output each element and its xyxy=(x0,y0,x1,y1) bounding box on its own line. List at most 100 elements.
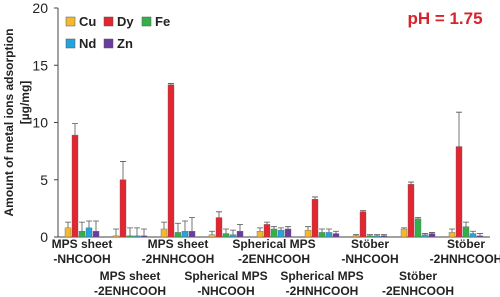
annotation: pH = 1.75 xyxy=(407,9,482,28)
legend-label: Dy xyxy=(117,14,134,29)
bar xyxy=(119,179,127,238)
error-bar xyxy=(271,226,277,229)
error-bar xyxy=(360,210,366,212)
bar xyxy=(476,235,484,238)
y-tick-label: 15 xyxy=(32,57,48,73)
error-bar xyxy=(408,181,414,185)
error-bar xyxy=(79,221,85,232)
x-tick-label: Spherical MPS -2ENHCOOH xyxy=(232,237,315,266)
y-tick-label: 0 xyxy=(40,229,48,245)
bar xyxy=(215,217,223,238)
error-bar xyxy=(182,220,188,232)
error-bar xyxy=(285,226,291,229)
error-bar xyxy=(456,111,462,147)
x-tick-label: MPS sheet -2ENHCOOH xyxy=(94,269,166,297)
legend-label: Nd xyxy=(79,36,96,51)
bar xyxy=(373,235,381,238)
bar xyxy=(64,227,72,238)
error-bar xyxy=(127,227,133,236)
error-bar xyxy=(312,196,318,200)
legend-swatch xyxy=(65,38,76,49)
x-tick-label: Stöber -2ENHCOOH xyxy=(382,269,454,297)
bar xyxy=(400,228,408,238)
bar xyxy=(263,224,271,238)
error-bar xyxy=(209,230,215,235)
x-tick-label-line: -2HNHCOOH xyxy=(142,252,215,266)
bar xyxy=(256,231,264,238)
x-tick-label-line: -NHCOOH xyxy=(197,284,254,297)
error-bar xyxy=(86,220,92,228)
x-tick-label: Stöber -2HNHCOOH xyxy=(430,237,500,266)
error-bar xyxy=(65,221,71,228)
y-axis-label-line: Amount of metal ions adsorption xyxy=(2,29,16,217)
bar xyxy=(318,232,326,238)
x-tick-label-line: MPS sheet xyxy=(148,237,209,251)
legend-swatch xyxy=(141,16,152,27)
error-bar xyxy=(257,227,263,232)
error-bar xyxy=(381,234,387,236)
bar xyxy=(188,231,196,238)
bar xyxy=(325,232,333,238)
error-bar xyxy=(422,233,428,235)
error-bar xyxy=(463,221,469,227)
error-bar xyxy=(319,228,325,233)
bar xyxy=(448,232,456,238)
bar xyxy=(277,229,285,238)
bar xyxy=(167,84,175,238)
legend-label: Cu xyxy=(79,14,96,29)
error-bar xyxy=(189,217,195,232)
error-bar xyxy=(449,228,455,233)
bar xyxy=(181,231,189,238)
bar xyxy=(414,218,422,238)
error-bar xyxy=(113,228,119,236)
bar xyxy=(78,231,86,238)
bar xyxy=(270,228,278,238)
x-tick-label-line: -NHCOOH xyxy=(341,252,398,266)
error-bar xyxy=(429,232,435,234)
bar xyxy=(133,235,141,238)
legend-swatch xyxy=(103,16,114,27)
error-bar xyxy=(477,233,483,236)
error-bar xyxy=(353,234,359,236)
bar xyxy=(71,134,79,238)
error-bar xyxy=(415,217,421,219)
y-tick-label: 10 xyxy=(32,115,48,131)
legend-swatch xyxy=(65,16,76,27)
bar xyxy=(359,211,367,238)
x-tick-label-line: MPS sheet xyxy=(52,237,113,251)
x-tick-label: Spherical MPS -2HNHCOOH xyxy=(280,269,363,297)
error-bar xyxy=(230,229,236,235)
error-bar xyxy=(223,228,229,234)
error-bar xyxy=(237,224,243,232)
bar xyxy=(311,199,319,238)
error-bar xyxy=(161,221,167,229)
legend-label: Zn xyxy=(117,36,133,51)
error-bar xyxy=(305,226,311,231)
x-tick-label-line: -2ENHCOOH xyxy=(238,252,310,266)
x-tick-label-line: -2HNHCOOH xyxy=(430,252,500,266)
bar xyxy=(304,229,312,238)
y-tick-label: 20 xyxy=(32,0,48,16)
error-bar xyxy=(326,228,332,233)
error-bar xyxy=(134,227,140,236)
bar xyxy=(85,227,93,238)
x-tick-label-line: Stöber xyxy=(399,269,437,283)
error-bar xyxy=(401,227,407,229)
x-tick-label-line: -2ENHCOOH xyxy=(94,284,166,297)
bar xyxy=(140,235,148,238)
x-tick-label: Spherical MPS -NHCOOH xyxy=(184,269,267,297)
error-bar xyxy=(278,227,284,231)
error-bar xyxy=(470,230,476,234)
error-bar xyxy=(168,83,174,85)
x-tick-label-line: Spherical MPS xyxy=(184,269,267,283)
legend-swatch xyxy=(103,38,114,49)
bar xyxy=(366,235,374,238)
bar xyxy=(208,234,216,238)
error-bar xyxy=(216,211,222,218)
legend-label: Fe xyxy=(155,14,170,29)
y-axis-label: Amount of metal ions adsorption [µg/mg] xyxy=(2,29,32,217)
error-bar xyxy=(264,221,270,225)
x-tick-label-line: Stöber xyxy=(351,237,389,251)
x-tick-label: MPS sheet -2HNHCOOH xyxy=(142,237,215,266)
